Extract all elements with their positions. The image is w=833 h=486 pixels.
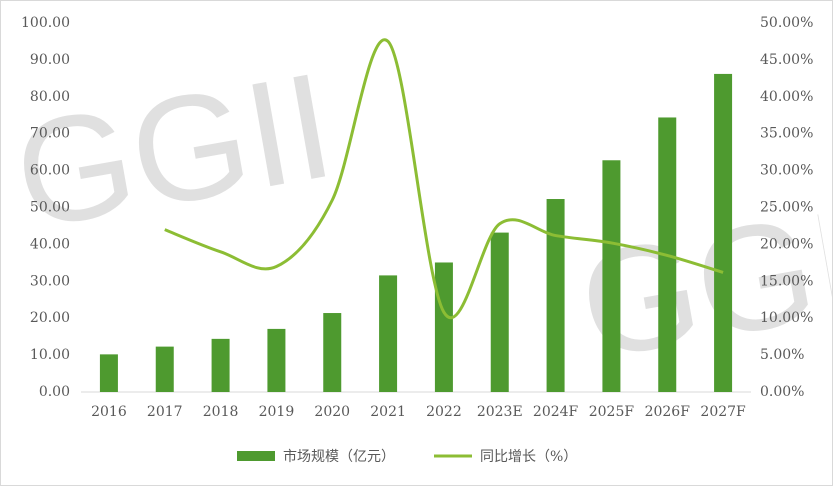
y-tick-label: 70.00 — [30, 126, 70, 142]
bar — [546, 199, 565, 392]
bar — [602, 160, 621, 392]
y2-tick-label: 10.00% — [760, 310, 813, 326]
x-tick-label: 2016 — [91, 404, 127, 420]
bar — [490, 232, 509, 392]
y2-tick-label: 45.00% — [760, 52, 813, 68]
y-tick-label: 40.00 — [30, 236, 70, 252]
y-tick-label: 100.00 — [21, 15, 70, 31]
bar — [267, 328, 286, 392]
legend-label: 同比增长（%） — [480, 449, 577, 465]
y2-tick-label: 35.00% — [760, 126, 813, 142]
bar — [323, 313, 342, 392]
y2-tick-label: 0.00% — [760, 384, 804, 400]
bar — [155, 346, 174, 392]
x-tick-label: 2022 — [426, 404, 462, 420]
y2-tick-label: 50.00% — [760, 15, 813, 31]
y2-tick-label: 25.00% — [760, 200, 813, 216]
y-tick-label: 80.00 — [30, 89, 70, 105]
x-tick-label: 2023E — [477, 404, 523, 420]
y-tick-label: 20.00 — [30, 310, 70, 326]
x-tick-label: 2021 — [370, 404, 406, 420]
y2-tick-label: 40.00% — [760, 89, 813, 105]
y-tick-label: 60.00 — [30, 163, 70, 179]
x-tick-label: 2025F — [589, 404, 635, 420]
y2-tick-label: 15.00% — [760, 273, 813, 289]
y2-tick-label: 5.00% — [760, 347, 804, 363]
y-tick-label: 90.00 — [30, 52, 70, 68]
y-tick-label: 50.00 — [30, 200, 70, 216]
x-tick-label: 2026F — [645, 404, 691, 420]
bar — [379, 275, 398, 392]
x-tick-label: 2018 — [203, 404, 239, 420]
x-tick-label: 2027F — [700, 404, 746, 420]
line — [164, 38, 724, 319]
bar — [99, 354, 118, 392]
legend-label: 市场规模（亿元） — [283, 448, 395, 465]
bar — [714, 73, 733, 392]
y-tick-label: 0.00 — [39, 384, 70, 400]
x-tick-label: 2024F — [533, 404, 579, 420]
x-tick-label: 2020 — [314, 404, 350, 420]
y-tick-label: 30.00 — [30, 273, 70, 289]
y-tick-label: 10.00 — [30, 347, 70, 363]
x-tick-label: 2019 — [259, 404, 295, 420]
y2-tick-label: 30.00% — [760, 163, 813, 179]
bar — [434, 262, 453, 392]
legend-swatch — [237, 451, 275, 461]
x-tick-label: 2017 — [147, 404, 183, 420]
y2-tick-label: 20.00% — [760, 236, 813, 252]
bar — [211, 338, 230, 392]
